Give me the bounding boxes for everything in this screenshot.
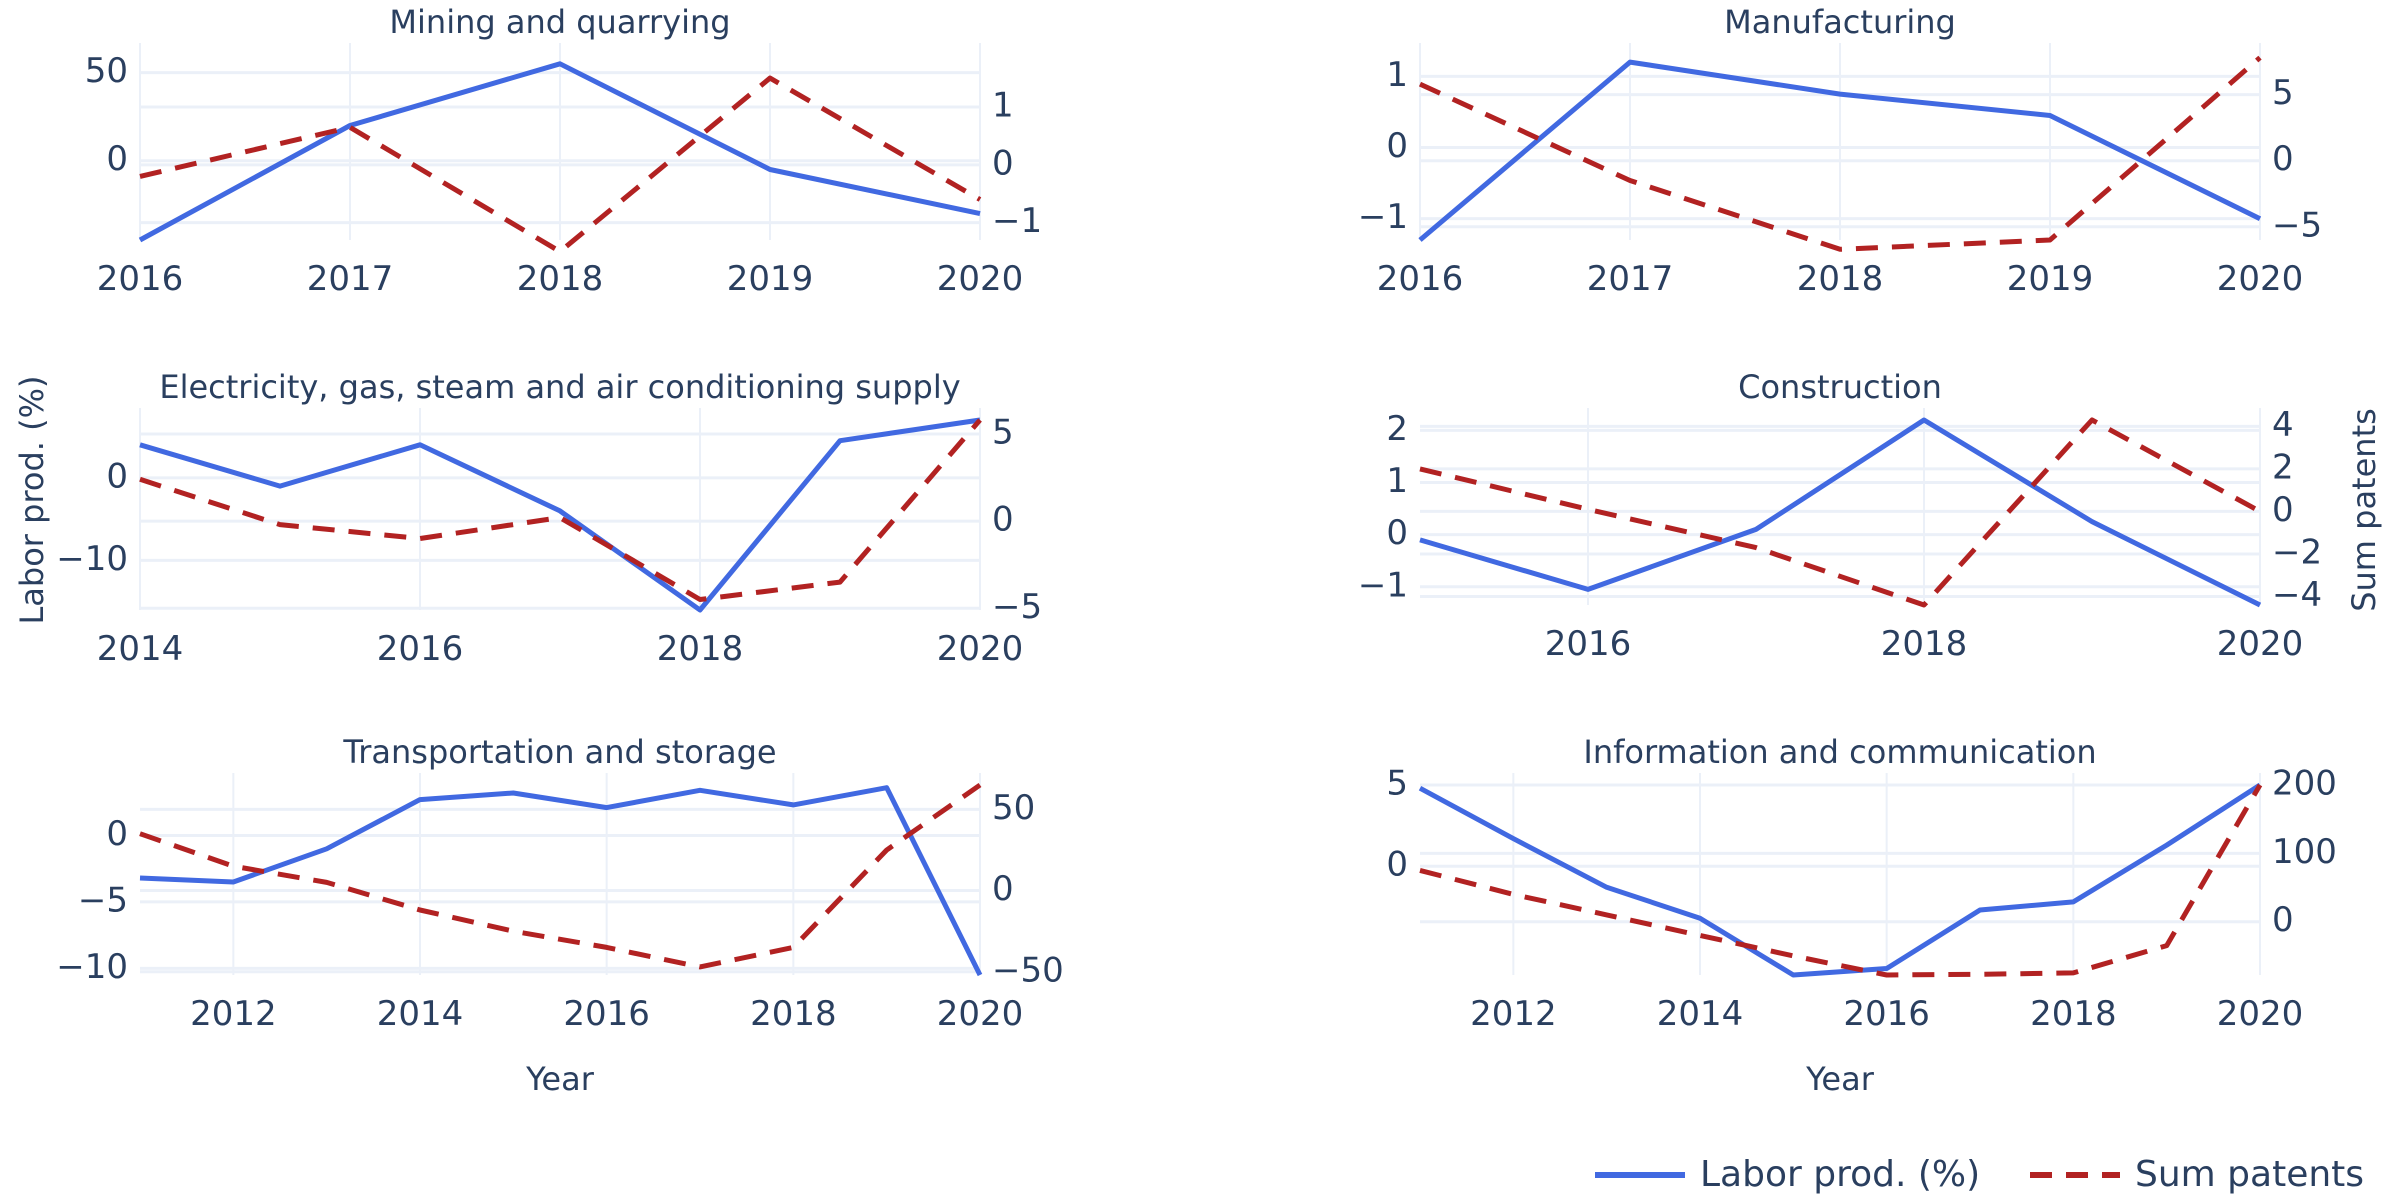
y2-tick-label: 50	[992, 788, 1035, 828]
y-tick-label: −1	[1358, 565, 1408, 605]
x-tick-label: 2017	[307, 259, 394, 299]
y-tick-label: 0	[1386, 513, 1408, 553]
x-tick-label: 2016	[563, 994, 650, 1034]
y2-tick-label: 0	[992, 869, 1014, 909]
y2-tick-label: 0	[992, 500, 1014, 540]
panel-title: Manufacturing	[1724, 3, 1956, 41]
x-axis-title-right: Year	[1805, 1060, 1875, 1098]
x-tick-label: 2014	[377, 994, 464, 1034]
y2-tick-label: −1	[992, 201, 1042, 241]
labor-prod-line	[139, 417, 981, 613]
y-tick-label: 1	[1386, 55, 1408, 95]
y-tick-label: 0	[106, 139, 128, 179]
y-tick-label: −1	[1358, 197, 1408, 237]
y2-tick-label: 4	[2272, 405, 2294, 445]
sum-patents-line	[1419, 783, 2263, 978]
x-tick-label: 2019	[2007, 259, 2094, 299]
labor-prod-line	[138, 61, 981, 243]
x-tick-label: 2012	[190, 994, 277, 1034]
sum-patents-line	[139, 418, 982, 602]
y-tick-label: −10	[56, 539, 128, 579]
panel-title: Electricity, gas, steam and air conditio…	[159, 368, 960, 406]
panel-5: Transportation and storage 2012 2014 2016 20…	[56, 733, 1064, 1034]
y-tick-label: 0	[1386, 126, 1408, 166]
legend: Labor prod. (%) Sum patents	[1595, 1154, 2364, 1195]
legend-label-labor: Labor prod. (%)	[1700, 1154, 1980, 1195]
x-tick-label: 2020	[2217, 624, 2304, 664]
y-tick-label: 1	[1386, 461, 1408, 501]
y2-tick-label: 5	[992, 412, 1014, 452]
y2-tick-label: 200	[2272, 764, 2337, 804]
panel-6: Information and communication 2012 2014 201…	[1386, 733, 2337, 1034]
y-tick-label: 50	[85, 51, 128, 91]
legend-item-labor[interactable]: Labor prod. (%)	[1595, 1154, 1980, 1195]
x-tick-label: 2016	[1377, 259, 1464, 299]
y2-tick-label: −2	[2272, 532, 2322, 572]
y2-tick-label: 1	[992, 86, 1014, 126]
y-tick-label: 0	[1386, 845, 1408, 885]
x-tick-label: 2018	[2030, 994, 2117, 1034]
panel-title: Mining and quarrying	[389, 3, 730, 41]
x-tick-label: 2020	[937, 994, 1024, 1034]
x-tick-label: 2017	[1587, 259, 1674, 299]
y-tick-label: 5	[1386, 764, 1408, 804]
y-tick-label: −5	[78, 880, 128, 920]
y2-tick-label: 0	[2272, 490, 2294, 530]
panel-title: Transportation and storage	[342, 733, 776, 771]
x-tick-label: 2016	[1545, 624, 1632, 664]
labor-prod-line	[1419, 417, 2262, 608]
y2-tick-label: 0	[992, 143, 1014, 183]
y-tick-label: 0	[106, 814, 128, 854]
y2-tick-label: 5	[2272, 73, 2294, 113]
panel-3: Electricity, gas, steam and air conditio…	[56, 368, 1042, 669]
x-tick-label: 2018	[517, 259, 604, 299]
panel-1: Mining and quarrying 2016 2017 2018 2019 2020…	[85, 3, 1042, 299]
x-tick-label: 2020	[937, 259, 1024, 299]
sum-patents-line	[139, 782, 982, 970]
y2-tick-label: −5	[992, 587, 1042, 627]
x-tick-label: 2012	[1470, 994, 1557, 1034]
y2-tick-label: −4	[2272, 575, 2322, 615]
sum-patents-line	[1419, 417, 2262, 608]
x-tick-label: 2018	[1881, 624, 1968, 664]
x-tick-label: 2020	[937, 629, 1024, 669]
legend-label-patents: Sum patents	[2135, 1154, 2364, 1195]
x-tick-label: 2014	[1657, 994, 1744, 1034]
labor-prod-line	[1418, 59, 2262, 242]
x-tick-label: 2014	[97, 629, 184, 669]
x-tick-label: 2018	[750, 994, 837, 1034]
y-tick-label: 2	[1386, 409, 1408, 449]
y-tick-label: 0	[106, 456, 128, 496]
x-tick-label: 2018	[657, 629, 744, 669]
labor-prod-line	[1418, 782, 2262, 978]
x-tick-label: 2019	[727, 259, 814, 299]
panel-title: Information and communication	[1583, 733, 2096, 771]
y2-tick-label: 100	[2272, 832, 2337, 872]
y2-tick-label: 0	[2272, 900, 2294, 940]
panel-2: Manufacturing 2016 2017 2018 2019 2020 −1 0 1 −5 0…	[1358, 3, 2322, 299]
x-tick-label: 2016	[97, 259, 184, 299]
y2-tick-label: −50	[992, 950, 1064, 990]
x-axis-title-left: Year	[525, 1060, 595, 1098]
y-tick-label: −10	[56, 947, 128, 987]
sum-patents-line	[1418, 55, 2262, 252]
y-axis-right-title: Sum patents	[2345, 408, 2383, 612]
sum-patents-line	[139, 75, 982, 255]
y2-tick-label: 2	[2272, 447, 2294, 487]
y2-tick-label: −5	[2272, 205, 2322, 245]
legend-item-patents[interactable]: Sum patents	[2030, 1154, 2364, 1195]
y2-tick-label: 0	[2272, 139, 2294, 179]
labor-prod-line	[139, 785, 983, 977]
panel-title: Construction	[1738, 368, 1942, 406]
x-tick-label: 2020	[2217, 259, 2304, 299]
x-tick-label: 2016	[1843, 994, 1930, 1034]
y-axis-left-title: Labor prod. (%)	[13, 375, 51, 624]
x-tick-label: 2018	[1797, 259, 1884, 299]
x-tick-label: 2016	[377, 629, 464, 669]
x-tick-label: 2020	[2217, 994, 2304, 1034]
